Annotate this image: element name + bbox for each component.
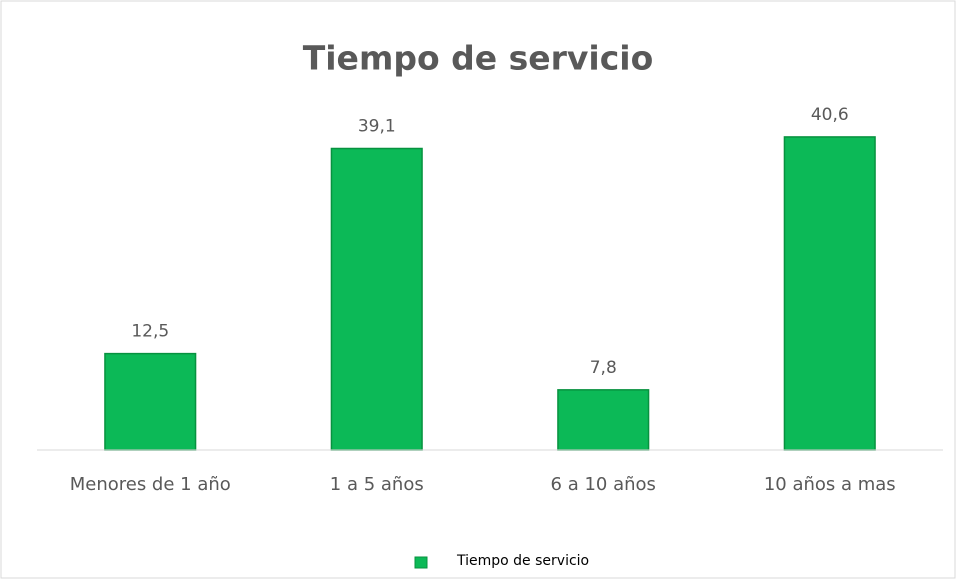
x-tick-label: Menores de 1 año — [70, 474, 231, 495]
value-label: 12,5 — [131, 322, 169, 342]
bar — [783, 136, 876, 451]
value-label: 39,1 — [358, 116, 396, 136]
value-label: 40,6 — [811, 105, 849, 125]
x-tick-label: 1 a 5 años — [330, 474, 424, 495]
x-tick-label: 10 años a mas — [764, 474, 896, 495]
value-label: 7,8 — [590, 358, 617, 378]
chart-title: Tiempo de servicio — [303, 39, 654, 78]
x-tick-label: 6 a 10 años — [551, 474, 656, 495]
bar — [104, 352, 197, 451]
bar — [330, 147, 423, 451]
legend-label: Tiempo de servicio — [456, 553, 589, 569]
bar — [557, 389, 650, 451]
legend-marker — [414, 556, 428, 569]
